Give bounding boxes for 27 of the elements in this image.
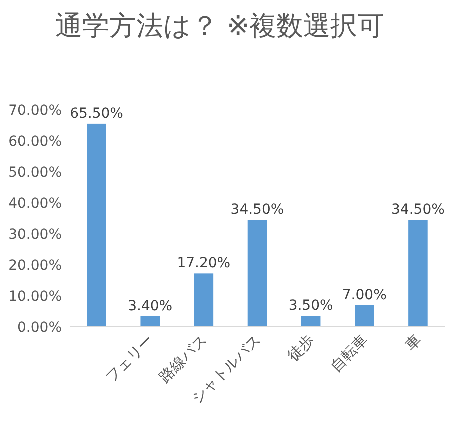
y-tick-label: 60.00%	[8, 134, 62, 150]
bar	[140, 316, 160, 327]
y-tick-label: 20.00%	[8, 258, 62, 274]
y-tick-label: 0.00%	[18, 320, 62, 336]
bar	[248, 220, 268, 327]
bar	[301, 316, 321, 327]
x-tick-label: 自転車	[326, 331, 372, 376]
data-label: 7.00%	[342, 287, 387, 304]
data-label: 17.20%	[177, 256, 231, 272]
chart-title: 通学方法は？ ※複数選択可	[54, 10, 386, 44]
data-label: 65.50%	[70, 106, 124, 122]
bar	[87, 124, 106, 327]
y-tick-label: 40.00%	[8, 196, 62, 212]
y-tick-label: 10.00%	[8, 289, 62, 305]
x-tick-label: 車	[402, 331, 426, 354]
y-tick-label: 50.00%	[8, 165, 62, 181]
bar	[355, 305, 374, 327]
y-tick-label: 30.00%	[8, 227, 62, 243]
data-label: 3.40%	[128, 298, 173, 314]
bar	[408, 220, 428, 327]
x-tick-label: 徒歩	[284, 331, 318, 366]
x-tick-label: フェリー	[102, 331, 158, 386]
bar	[194, 274, 214, 327]
data-label: 3.50%	[288, 298, 334, 314]
data-label: 34.50%	[230, 202, 284, 218]
data-label: 34.50%	[392, 202, 445, 218]
y-tick-label: 70.00%	[8, 103, 62, 119]
